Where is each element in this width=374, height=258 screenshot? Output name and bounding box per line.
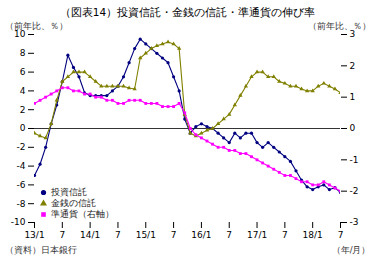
svg-text:（年/月）: （年/月） xyxy=(332,245,371,255)
svg-text:0: 0 xyxy=(20,123,26,133)
svg-text:16/1: 16/1 xyxy=(191,230,211,240)
svg-text:-3: -3 xyxy=(350,217,359,227)
svg-text:2: 2 xyxy=(20,105,26,115)
svg-text:14/1: 14/1 xyxy=(80,230,100,240)
svg-text:（前年比、％）: （前年比、％） xyxy=(308,21,371,31)
svg-text:投資信託: 投資信託 xyxy=(50,187,87,197)
svg-text:17/1: 17/1 xyxy=(247,230,267,240)
svg-text:2: 2 xyxy=(350,61,356,71)
svg-text:15/1: 15/1 xyxy=(136,230,156,240)
svg-text:（資料）日本銀行: （資料）日本銀行 xyxy=(5,245,77,255)
svg-text:7: 7 xyxy=(338,230,344,240)
svg-text:3: 3 xyxy=(349,29,356,40)
svg-text:13/1: 13/1 xyxy=(24,230,44,240)
svg-text:-2: -2 xyxy=(17,142,26,152)
svg-text:0: 0 xyxy=(350,123,356,133)
svg-text:準通貨（右軸）: 準通貨（右軸） xyxy=(51,209,114,219)
svg-text:7: 7 xyxy=(59,230,65,240)
svg-text:18/1: 18/1 xyxy=(303,230,323,240)
svg-text:（前年比、％）: （前年比、％） xyxy=(5,21,68,31)
svg-text:6: 6 xyxy=(20,67,26,77)
svg-text:10: 10 xyxy=(14,29,26,40)
svg-text:（図表14）投資信託・金銭の信託・準通貨の伸び率: （図表14）投資信託・金銭の信託・準通貨の伸び率 xyxy=(60,6,315,18)
svg-text:1: 1 xyxy=(350,92,356,102)
svg-text:8: 8 xyxy=(20,48,26,58)
svg-text:-6: -6 xyxy=(17,180,26,190)
svg-text:-10: -10 xyxy=(11,217,26,227)
svg-text:-1: -1 xyxy=(350,155,359,165)
svg-text:7: 7 xyxy=(115,230,121,240)
svg-text:-8: -8 xyxy=(17,199,26,209)
svg-text:7: 7 xyxy=(226,230,232,240)
svg-text:金銭の信託: 金銭の信託 xyxy=(51,198,96,208)
svg-text:-4: -4 xyxy=(17,161,26,171)
svg-text:-2: -2 xyxy=(350,186,359,196)
svg-text:7: 7 xyxy=(282,230,288,240)
svg-text:4: 4 xyxy=(20,86,26,96)
svg-text:7: 7 xyxy=(171,230,177,240)
